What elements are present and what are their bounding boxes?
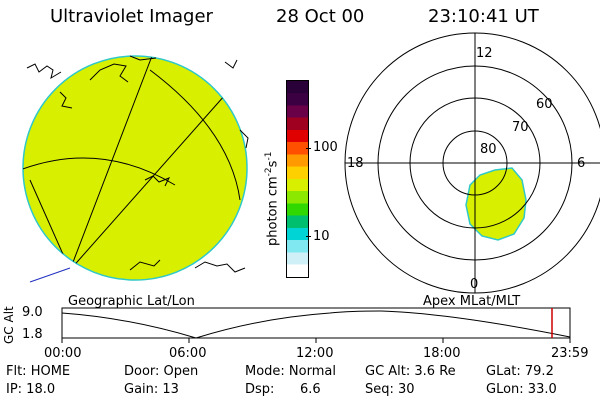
gc-altitude-info: GC Alt: 3.6 Re: [365, 364, 456, 379]
dsp-value: 6.6: [300, 382, 321, 397]
altitude-ytick-bottom: 1.8: [22, 327, 43, 342]
dsp-label: Dsp:: [245, 382, 275, 397]
polar-caption: Apex MLat/MLT: [423, 294, 521, 309]
mode-info: Mode: Normal: [245, 364, 336, 379]
colorbar-tick: [306, 236, 311, 237]
mlt-label-0: 0: [470, 277, 479, 292]
mlat-label-60: 60: [536, 97, 553, 112]
colorbar-tick: [306, 148, 311, 149]
colorbar: [286, 80, 309, 278]
altitude-curve: [61, 310, 571, 339]
mlat-label-80: 80: [480, 142, 497, 157]
mlt-label-12: 12: [476, 46, 493, 61]
geo-latitude-circle: [149, 69, 241, 201]
ip-info: IP: 18.0: [6, 382, 56, 397]
colorbar-tick-10: 10: [313, 229, 330, 244]
coastline: [26, 55, 249, 273]
x-tick-label: 12:00: [296, 346, 334, 361]
glat-info: GLat: 79.2: [486, 364, 554, 379]
mlt-label-18: 18: [347, 156, 364, 171]
x-tick-label: 18:00: [423, 346, 461, 361]
auroral-oval: [465, 167, 527, 241]
door-info: Door: Open: [124, 364, 199, 379]
uv-image-disk: [22, 55, 248, 281]
glon-info: GLon: 33.0: [486, 382, 557, 397]
geo-meridian: [69, 94, 226, 271]
x-tick-label: 00:00: [44, 346, 82, 361]
geo-latitude-circle: [23, 157, 176, 186]
date-label: 28 Oct 00: [276, 6, 365, 27]
flight-info: Flt: HOME: [6, 364, 71, 379]
sequence-info: Seq: 30: [365, 382, 415, 397]
mlt-label-6: 6: [577, 156, 586, 171]
geo-meridian: [69, 56, 153, 271]
app-title: Ultraviolet Imager: [50, 6, 213, 27]
colorbar-tick-100: 100: [313, 140, 338, 155]
gain-info: Gain: 13: [124, 382, 179, 397]
mlat-label-70: 70: [512, 120, 529, 135]
time-label: 23:10:41 UT: [428, 6, 539, 27]
geo-caption: Geographic Lat/Lon: [68, 294, 195, 309]
x-tick-label: 06:00: [169, 346, 207, 361]
x-tick-label: 23:59: [551, 346, 589, 361]
altitude-ytick-top: 9.0: [22, 305, 43, 320]
terminator-line: [29, 267, 71, 283]
